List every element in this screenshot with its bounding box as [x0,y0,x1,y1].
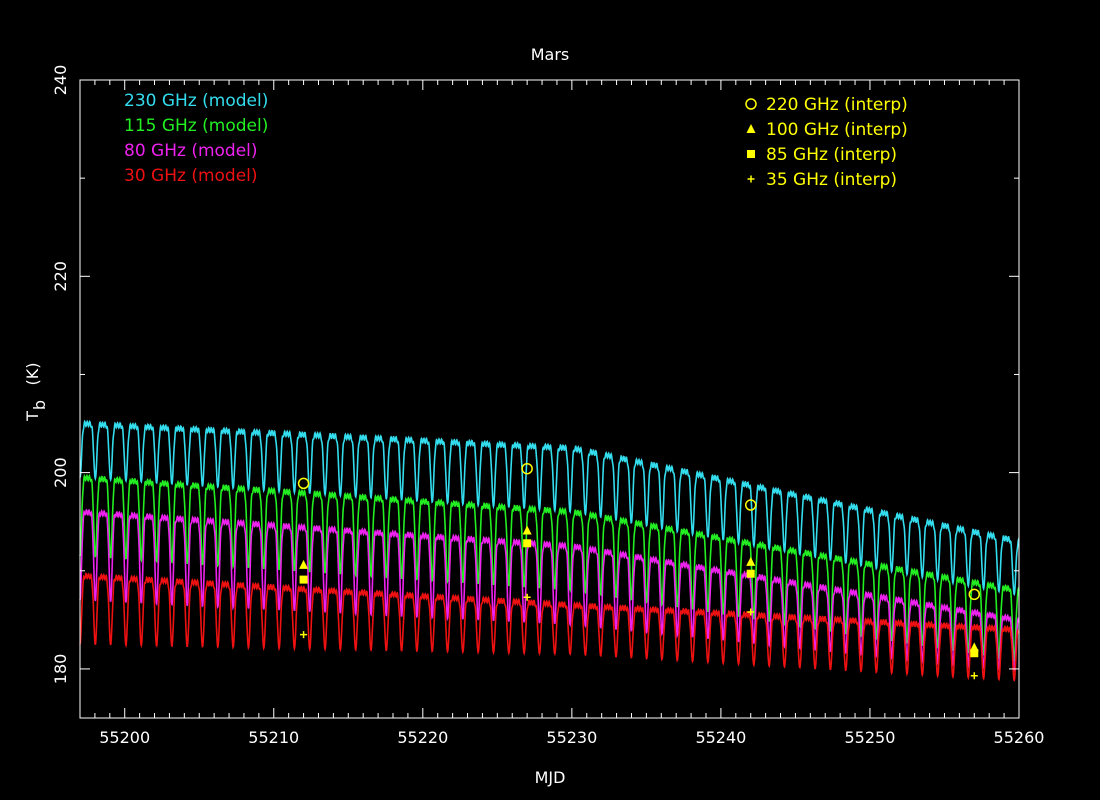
x-tick-label: 55230 [546,728,597,747]
interp-point-0-0 [297,477,310,490]
plot-frame [79,79,1020,719]
interp-point-3-2 [747,608,755,616]
interp-point-3-0 [300,631,308,639]
legend-interp-item: 220 GHz (interp) [766,95,908,115]
x-tick-label: 55200 [99,728,150,747]
y-tick-label: 240 [51,65,70,96]
y-axis-label-subscript: b [30,400,49,410]
y-axis-ticks: 180 200 220 240 [51,65,1019,684]
interp-point-1-1 [522,525,532,535]
interp-point-2-1 [523,539,532,548]
y-tick-label: 200 [51,457,70,488]
plot-markers [297,462,981,680]
y-tick-label: 220 [51,261,70,292]
model-line-3 [79,572,1020,682]
interp-point-0-3 [968,588,981,601]
model-line-1 [79,473,1020,663]
x-tick-label: 55240 [695,728,746,747]
x-tick-label: 55260 [994,728,1045,747]
legend-interp-marker [745,98,757,110]
model-line-2 [79,508,1020,672]
legend-model-item: 115 GHz (model) [124,116,268,136]
legend-interp: 220 GHz (interp) 100 GHz (interp) 85 GHz (… [745,95,908,190]
y-axis-label: T b (K) [23,363,49,422]
legend-model-item: 80 GHz (model) [124,141,258,161]
interp-point-3-3 [970,672,978,680]
legend-interp-marker [746,124,756,133]
x-tick-label: 55210 [248,728,299,747]
x-tick-label: 55250 [844,728,895,747]
interp-point-1-0 [299,559,309,569]
x-tick-label: 55220 [397,728,448,747]
interp-point-1-3 [969,642,979,652]
interp-point-2-3 [970,649,979,658]
y-axis-label-main: T [23,411,42,422]
legend-model-item: 30 GHz (model) [124,166,258,186]
x-axis-ticks: 55200 55210 55220 55230 55240 55250 55260 [79,80,1045,747]
legend-interp-item: 100 GHz (interp) [766,120,908,140]
interp-point-2-0 [299,575,308,584]
chart-title: Mars [531,45,570,64]
plot-lines [79,419,1020,682]
y-axis-label-unit: (K) [23,363,42,386]
interp-point-3-1 [523,593,531,601]
interp-point-0-2 [744,499,757,511]
legend-model: 230 GHz (model) 115 GHz (model) 80 GHz (mo… [124,91,268,186]
legend-interp-marker [747,150,755,158]
interp-point-2-2 [746,569,755,578]
y-tick-label: 180 [51,654,70,685]
legend-interp-item: 85 GHz (interp) [766,145,897,165]
interp-point-0-1 [521,462,533,475]
legend-interp-item: 35 GHz (interp) [766,170,897,190]
interp-point-1-2 [746,556,756,566]
legend-model-item: 230 GHz (model) [124,91,268,111]
legend-interp-marker [747,175,755,183]
model-line-0 [79,419,1020,597]
x-axis-label: MJD [535,768,566,787]
